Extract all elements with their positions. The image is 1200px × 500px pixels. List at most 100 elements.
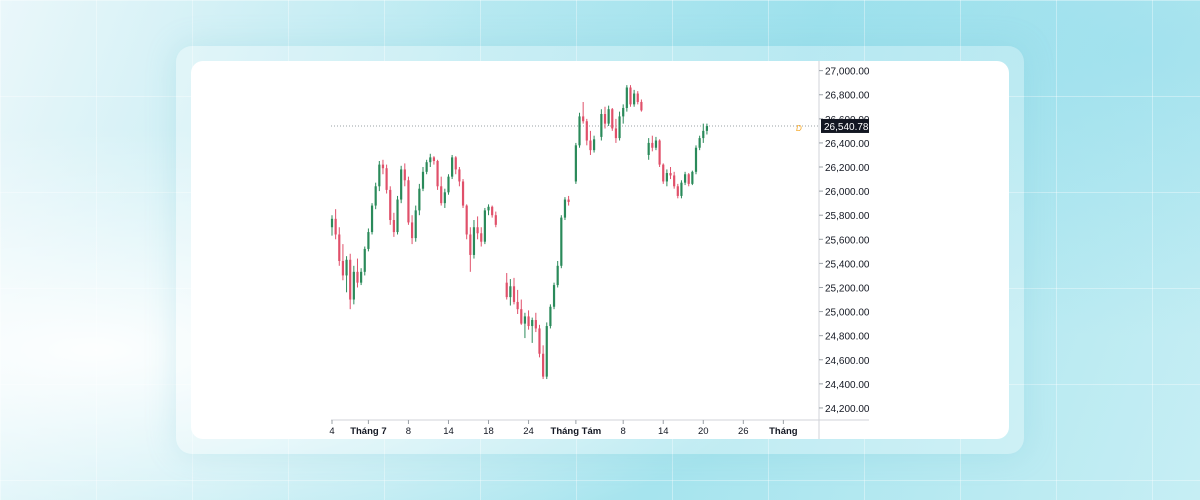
candle: [381, 159, 385, 175]
candle-body: [469, 234, 472, 255]
candle-body: [618, 116, 621, 139]
candle-body: [622, 107, 625, 117]
candle-body: [614, 128, 618, 139]
candle-body: [611, 109, 614, 129]
candle-body: [458, 169, 461, 182]
candle: [676, 183, 679, 199]
candle-body: [705, 126, 709, 131]
candle-body: [687, 174, 690, 184]
candle-body: [527, 316, 530, 327]
candle-body: [629, 87, 632, 105]
candle: [451, 154, 454, 180]
candle: [534, 312, 537, 333]
x-axis-ticks: 4 Tháng 7 8 14 18 24 Tháng Tám 8 14 20 26 Tháng: [329, 420, 798, 437]
candle: [633, 89, 636, 107]
candle-body: [341, 260, 345, 276]
candle: [505, 273, 508, 300]
candle: [673, 171, 676, 189]
candle-body: [356, 271, 359, 283]
candle: [421, 167, 425, 192]
candle-body: [487, 206, 490, 211]
candle: [396, 195, 399, 235]
candle: [629, 85, 632, 107]
candle: [582, 101, 585, 124]
candle: [520, 299, 523, 325]
candle: [352, 265, 355, 305]
candle-body: [578, 116, 581, 146]
candle-body: [429, 157, 432, 163]
candle-body: [396, 199, 399, 233]
candle-body: [625, 87, 628, 108]
candle: [552, 282, 556, 310]
candle: [360, 268, 363, 286]
candle-body: [491, 206, 494, 216]
candle-body: [451, 157, 454, 177]
candle: [560, 215, 563, 269]
candle: [483, 207, 486, 245]
candle: [487, 204, 490, 216]
candles: [330, 85, 709, 380]
candle: [694, 145, 698, 175]
candle-body: [589, 140, 592, 151]
y-tick-label: 26,200.00: [825, 163, 870, 174]
candle: [589, 130, 592, 155]
candle-body: [520, 309, 523, 324]
candle-body: [531, 320, 534, 327]
candle-body: [665, 173, 668, 182]
candle: [705, 123, 709, 135]
candle-body: [465, 205, 468, 235]
candle: [578, 112, 581, 148]
candle: [669, 167, 672, 180]
candle-body: [509, 286, 512, 298]
y-tick-label: 26,800.00: [825, 91, 870, 102]
candle-body: [374, 186, 377, 206]
candle-body: [461, 181, 465, 206]
candle: [345, 256, 348, 293]
candle-body: [538, 328, 541, 354]
candle: [625, 85, 628, 112]
candle-body: [549, 306, 552, 327]
candle: [574, 142, 577, 184]
candle-body: [552, 285, 556, 307]
y-tick-label: 24,600.00: [825, 356, 870, 367]
candle-body: [658, 140, 661, 165]
x-tick-label: 20: [698, 426, 709, 437]
candle-body: [400, 169, 403, 200]
candle: [647, 138, 650, 160]
x-tick-label: 4: [329, 426, 334, 437]
candle: [563, 197, 567, 221]
candle-body: [334, 218, 337, 235]
candle-body: [651, 142, 654, 148]
y-tick-label: 25,200.00: [825, 283, 870, 294]
candle: [567, 195, 570, 206]
candle: [385, 164, 388, 194]
candle-body: [698, 138, 701, 148]
candle-body: [676, 186, 679, 196]
candle-body: [560, 217, 563, 266]
candle-body: [410, 222, 414, 239]
x-tick-label: 14: [443, 426, 454, 437]
candle-body: [345, 259, 348, 276]
candle-body: [454, 157, 457, 170]
candle-body: [360, 271, 363, 283]
candle: [480, 227, 483, 247]
candle-body: [370, 205, 374, 233]
candle: [636, 91, 639, 105]
candle: [614, 118, 618, 143]
candle: [687, 173, 690, 187]
candle: [556, 260, 559, 288]
candle: [491, 205, 494, 218]
candle: [618, 111, 621, 141]
candle: [494, 211, 497, 228]
y-tick-label: 25,000.00: [825, 308, 870, 319]
x-tick-label: Tháng: [769, 426, 798, 437]
candle-body: [600, 114, 603, 137]
candle: [440, 176, 443, 206]
candle: [549, 304, 552, 329]
candle-body: [349, 259, 352, 300]
candle-body: [407, 180, 410, 223]
x-tick-label: 18: [483, 426, 494, 437]
candle: [418, 183, 421, 216]
candle-body: [673, 175, 676, 187]
candle-body: [505, 282, 508, 298]
